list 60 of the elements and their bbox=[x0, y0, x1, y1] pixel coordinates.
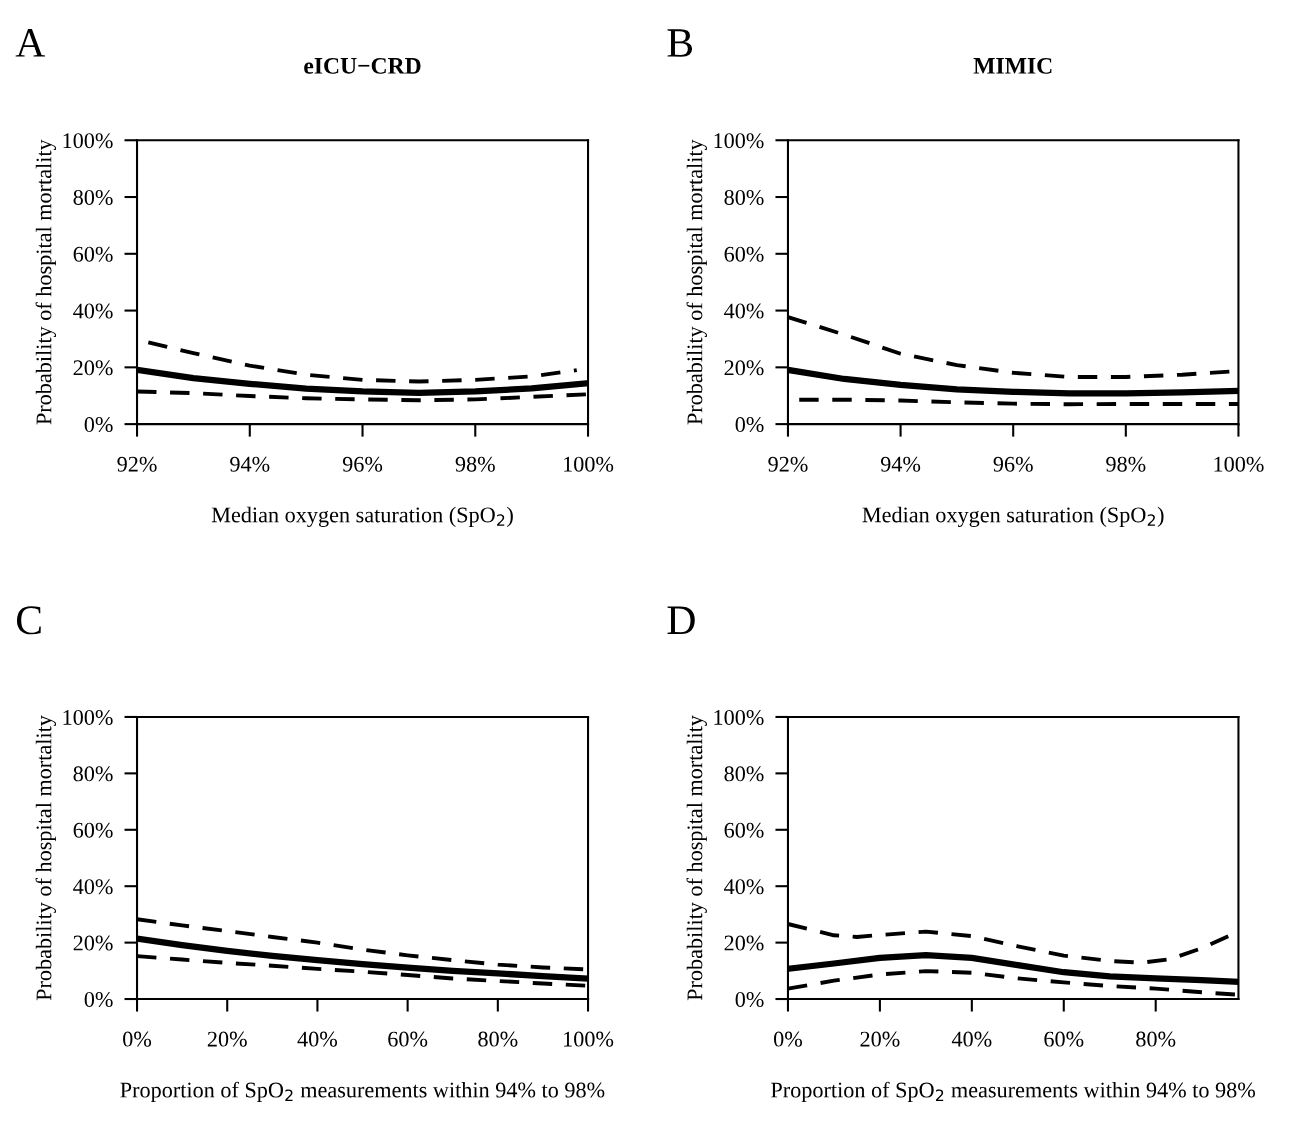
chart-title: eICU−CRD bbox=[304, 57, 421, 74]
x-tick-label: 80% bbox=[1136, 1031, 1176, 1047]
y-tick-label: 80% bbox=[73, 189, 113, 206]
y-tick-label: 60% bbox=[724, 822, 764, 838]
x-tick-label: 80% bbox=[478, 1031, 518, 1047]
y-tick-label: 20% bbox=[724, 935, 764, 951]
y-tick-label: 80% bbox=[724, 766, 764, 782]
x-tick-label: 100% bbox=[564, 1031, 614, 1047]
y-tick-label: 20% bbox=[73, 935, 113, 951]
y-tick-label: 80% bbox=[73, 766, 113, 782]
y-axis-title: Probability of hospital mortality bbox=[686, 139, 707, 425]
x-tick-label: 92% bbox=[768, 456, 808, 472]
x-axis-title: Median oxygen saturation (SpO$_{2}$) bbox=[862, 506, 1164, 527]
line-series bbox=[146, 340, 579, 384]
y-tick-label: 0% bbox=[84, 991, 113, 1008]
y-tick-label: 40% bbox=[73, 879, 113, 895]
y-axis-title: Probability of hospital mortality bbox=[35, 715, 57, 1001]
y-tick-label: 0% bbox=[735, 991, 764, 1008]
text: D bbox=[667, 606, 695, 634]
x-tick-label: 0% bbox=[774, 1031, 803, 1047]
y-tick-label: 100% bbox=[714, 133, 764, 149]
x-tick-label: 0% bbox=[123, 1031, 152, 1047]
x-tick-label: 20% bbox=[207, 1031, 247, 1047]
x-tick-label: 60% bbox=[1044, 1031, 1084, 1047]
x-tick-label: 60% bbox=[388, 1031, 428, 1047]
x-axis-title: Proportion of SpO$_{2}$ measurements within 94% to 98% bbox=[120, 1081, 605, 1103]
x-tick-label: 100% bbox=[564, 456, 614, 472]
y-tick-label: 0% bbox=[735, 417, 764, 433]
x-axis-title: Proportion of SpO$_{2}$ measurements within 94% to 98% bbox=[771, 1081, 1256, 1103]
y-tick-label: 20% bbox=[724, 360, 764, 376]
x-tick-label: 96% bbox=[342, 456, 383, 472]
y-tick-label: 80% bbox=[724, 189, 764, 206]
text: B bbox=[667, 29, 693, 57]
x-tick-label: 98% bbox=[1106, 456, 1146, 472]
y-tick-label: 20% bbox=[73, 360, 113, 376]
x-tick-label: 94% bbox=[230, 456, 270, 472]
y-tick-label: 100% bbox=[714, 709, 764, 725]
x-tick-label: 92% bbox=[117, 456, 157, 472]
text: C bbox=[16, 606, 41, 635]
x-tick-label: 98% bbox=[455, 456, 495, 472]
y-tick-label: 100% bbox=[63, 709, 113, 725]
y-tick-label: 0% bbox=[84, 417, 113, 433]
y-tick-label: 60% bbox=[73, 246, 113, 262]
y-tick-label: 100% bbox=[63, 133, 113, 149]
x-tick-label: 96% bbox=[993, 456, 1033, 472]
y-tick-label: 40% bbox=[724, 303, 764, 319]
x-tick-label: 100% bbox=[1214, 456, 1264, 472]
y-tick-label: 40% bbox=[73, 303, 113, 319]
text: A bbox=[15, 29, 46, 57]
x-tick-label: 94% bbox=[880, 456, 921, 472]
y-tick-label: 60% bbox=[73, 822, 113, 838]
y-axis-title: Probability of hospital mortality bbox=[35, 139, 57, 425]
y-tick-label: 60% bbox=[724, 246, 764, 262]
y-tick-label: 40% bbox=[724, 879, 764, 895]
x-tick-label: 40% bbox=[951, 1031, 992, 1047]
chart-title: MIMIC bbox=[973, 57, 1052, 74]
x-axis-title: Median oxygen saturation (SpO$_{2}$) bbox=[211, 506, 513, 527]
x-tick-label: 20% bbox=[860, 1031, 900, 1047]
y-axis-title: Probability of hospital mortality bbox=[686, 715, 707, 1001]
x-tick-label: 40% bbox=[297, 1031, 338, 1047]
